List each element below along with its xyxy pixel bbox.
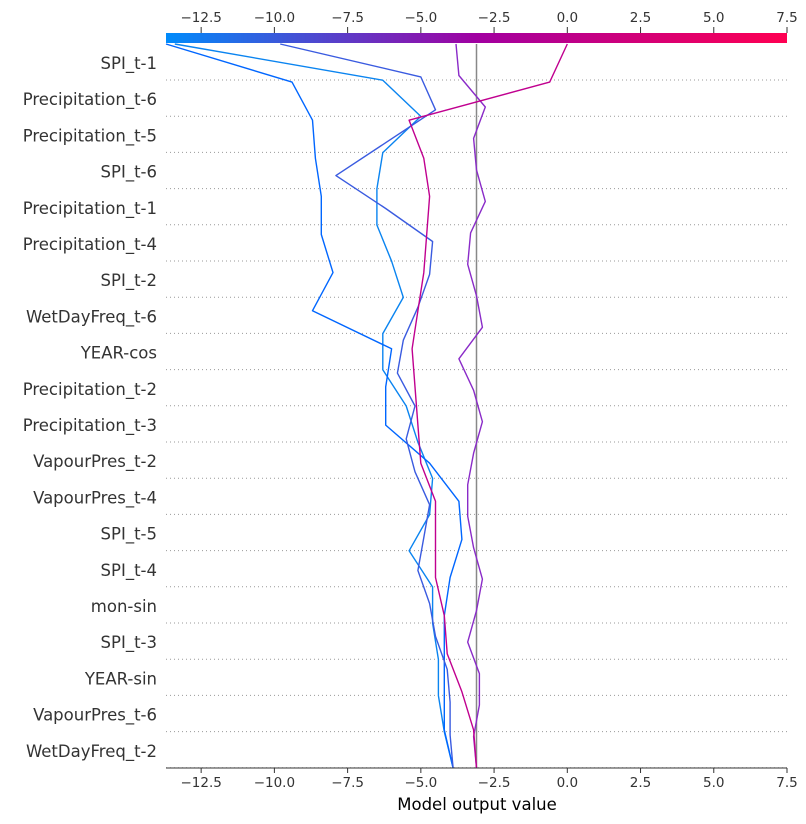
colorbar (166, 33, 787, 43)
feature-label: Precipitation_t-2 (23, 380, 157, 400)
decision-path-5 (408, 43, 568, 769)
x-tick-label-top: −12.5 (180, 10, 221, 26)
feature-label: Precipitation_t-3 (23, 416, 157, 436)
feature-label: Precipitation_t-5 (23, 126, 157, 146)
decision-paths (165, 43, 568, 769)
x-axis: −12.5 −12.5 −10.0 −10.0 −7.5 −7.5 −5.0 −5.0 −2.5… (166, 10, 798, 791)
feature-label: Precipitation_t-4 (23, 235, 157, 255)
feature-label: SPI_t-3 (101, 633, 157, 653)
x-tick-label-top: 7.5 (776, 10, 797, 26)
feature-label: YEAR-sin (84, 669, 157, 688)
feature-label: WetDayFreq_t-2 (26, 742, 157, 762)
x-tick-label-top: 2.5 (630, 10, 651, 26)
feature-label: VapourPres_t-2 (33, 452, 157, 472)
feature-label: Precipitation_t-1 (23, 199, 157, 219)
x-tick-label: −7.5 (331, 775, 364, 791)
x-tick-label: 2.5 (630, 775, 651, 791)
feature-label: Precipitation_t-6 (23, 90, 157, 110)
feature-label: mon-sin (91, 597, 157, 616)
x-tick-label: −10.0 (254, 775, 295, 791)
x-tick-label: −2.5 (478, 775, 511, 791)
x-tick-label-top: −10.0 (254, 10, 295, 26)
feature-label: VapourPres_t-6 (33, 706, 157, 726)
feature-label: VapourPres_t-4 (33, 488, 157, 508)
colorbar-gradient (166, 33, 787, 43)
feature-label: WetDayFreq_t-6 (26, 307, 157, 327)
feature-label: SPI_t-2 (101, 271, 157, 291)
feature-labels: SPI_t-1 Precipitation_t-6 Precipitation_t-… (23, 54, 157, 762)
decision-path-3 (280, 43, 454, 769)
feature-label: SPI_t-6 (101, 163, 157, 183)
x-tick-label: 5.0 (703, 775, 724, 791)
x-tick-label: 7.5 (776, 775, 797, 791)
x-tick-label-top: −2.5 (478, 10, 511, 26)
x-axis-title: Model output value (397, 795, 557, 814)
feature-label: SPI_t-4 (101, 561, 157, 581)
x-tick-label: 0.0 (557, 775, 578, 791)
x-tick-label-top: −7.5 (331, 10, 364, 26)
feature-label: SPI_t-1 (101, 54, 157, 74)
decision-path-1 (174, 43, 454, 769)
x-tick-label-top: −5.0 (404, 10, 437, 26)
x-tick-label-top: 0.0 (557, 10, 578, 26)
decision-path-2 (165, 43, 463, 769)
x-tick-label-top: 5.0 (703, 10, 724, 26)
decision-path-4 (455, 43, 486, 769)
x-tick-label: −5.0 (404, 775, 437, 791)
feature-label: YEAR-cos (80, 344, 157, 363)
feature-label: SPI_t-5 (101, 525, 157, 545)
x-tick-label: −12.5 (180, 775, 221, 791)
